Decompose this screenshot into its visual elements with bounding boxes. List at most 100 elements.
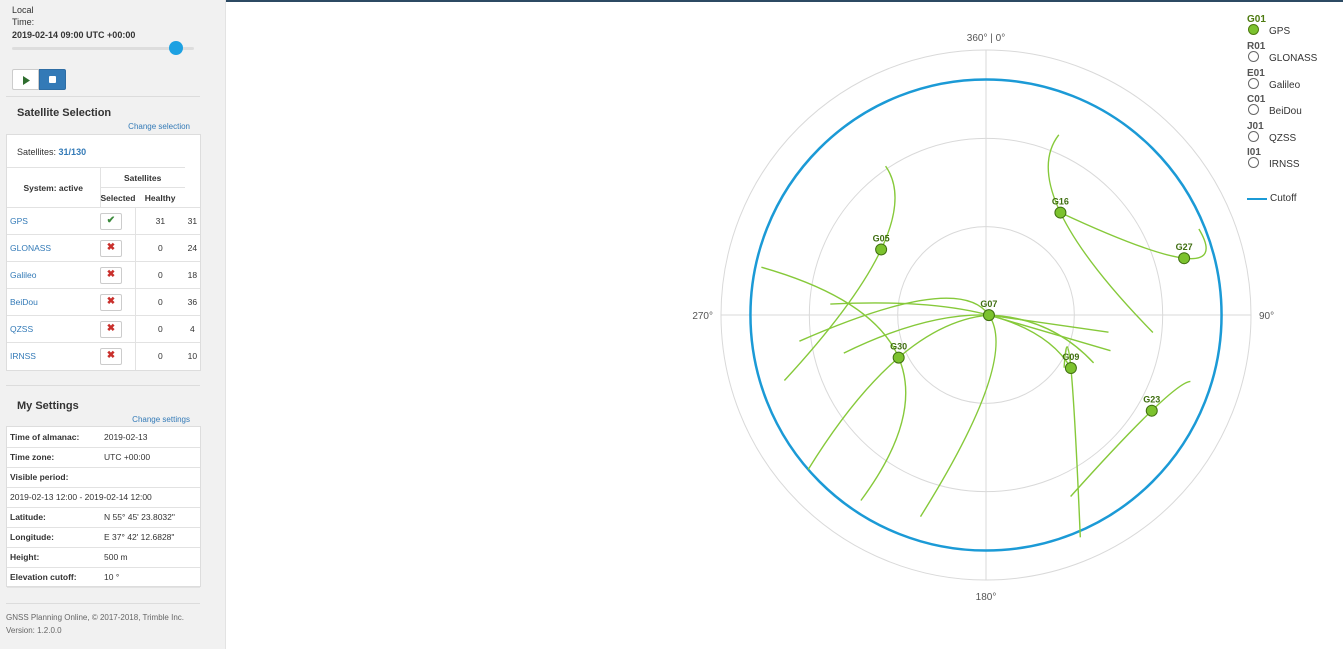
divider — [6, 96, 200, 97]
legend-tag: G01 — [1247, 14, 1266, 25]
system-toggle-beidou[interactable]: ✖ — [100, 293, 122, 311]
legend-item-galileo[interactable]: E01 Galileo — [1247, 69, 1343, 95]
play-button[interactable] — [12, 69, 39, 90]
satellites-count: Satellites: 31/130 — [17, 147, 86, 157]
footer: GNSS Planning Online, © 2017-2018, Trimb… — [6, 611, 184, 637]
table-row: Time of almanac: 2019-02-13 — [7, 427, 200, 448]
legend-item-glonass[interactable]: R01 GLONASS — [1247, 42, 1343, 68]
system-toggle-glonass[interactable]: ✖ — [100, 239, 122, 257]
system-name-beidou[interactable]: BeiDou — [7, 288, 100, 316]
playback-controls — [12, 69, 66, 90]
system-toggle-gps[interactable]: ✔ — [100, 212, 122, 230]
satellite-markers: G05 G16 G27 G07 G09 G23 G30 — [873, 197, 1193, 417]
time-slider-track[interactable] — [12, 47, 194, 50]
table-row: QZSS ✖ 0 4 — [7, 315, 200, 343]
healthy-count: 31 — [184, 207, 200, 235]
setting-value — [101, 467, 200, 488]
healthy-count: 18 — [184, 261, 200, 289]
table-row: Latitude: N 55° 45' 23.8032" — [7, 507, 200, 528]
table-row: Longitude: E 37° 42' 12.6828" — [7, 527, 200, 548]
setting-value: 2019-02-13 — [101, 427, 200, 448]
satellites-count-value[interactable]: 31/130 — [58, 147, 87, 157]
azimuth-labels: 360° | 0° 180° 90° 270° — [692, 33, 1274, 603]
setting-value: UTC +00:00 — [101, 447, 200, 468]
satellite-marker[interactable] — [982, 309, 995, 322]
setting-key: Height: — [7, 547, 101, 568]
footer-copyright: GNSS Planning Online, © 2017-2018, Trimb… — [6, 613, 184, 622]
satellite-marker[interactable] — [892, 351, 905, 364]
setting-value: E 37° 42' 12.6828" — [101, 527, 200, 548]
system-toggle-cell: ✖ — [100, 288, 136, 316]
satellite-selection-panel: Satellites: 31/130 System: active Satell… — [6, 134, 201, 371]
satellite-marker[interactable] — [1145, 404, 1158, 417]
system-name-gps[interactable]: GPS — [7, 207, 100, 235]
check-icon: ✔ — [106, 214, 116, 226]
change-settings-link[interactable]: Change settings — [132, 415, 190, 424]
healthy-count: 10 — [184, 342, 200, 370]
legend-label: GLONASS — [1269, 53, 1318, 64]
setting-key: Time zone: — [7, 447, 101, 468]
cutoff-circle — [749, 78, 1223, 552]
selected-count: 0 — [134, 315, 185, 343]
setting-value: 10 ° — [101, 567, 200, 588]
change-selection-link[interactable]: Change selection — [128, 122, 190, 131]
satellite-dot-icon — [1248, 104, 1259, 115]
cross-icon: ✖ — [106, 268, 116, 280]
satellite-dot-icon — [1248, 51, 1259, 62]
selected-count: 0 — [134, 261, 185, 289]
system-name-qzss[interactable]: QZSS — [7, 315, 100, 343]
satellite-marker[interactable] — [1064, 362, 1077, 375]
table-row: Galileo ✖ 0 18 — [7, 261, 200, 289]
satellite-selection-title: Satellite Selection — [17, 107, 112, 119]
satellite-label: G30 — [890, 342, 907, 352]
satellite-marker[interactable] — [1178, 252, 1191, 265]
healthy-count: 24 — [184, 234, 200, 262]
system-toggle-galileo[interactable]: ✖ — [100, 266, 122, 284]
system-name-irnss[interactable]: IRNSS — [7, 342, 100, 370]
satellite-track — [761, 266, 907, 501]
time-label-line1: Local — [12, 5, 34, 15]
legend-tag: E01 — [1247, 68, 1265, 79]
satellite-marker[interactable] — [1054, 206, 1067, 219]
divider — [6, 385, 200, 386]
legend-item-qzss[interactable]: J01 QZSS — [1247, 122, 1343, 148]
divider — [6, 603, 200, 604]
satellite-system-table: System: active Satellites Selected Healt… — [7, 167, 200, 370]
legend-item-irnss[interactable]: I01 IRNSS — [1247, 148, 1343, 174]
setting-key: Visible period: — [7, 467, 101, 488]
healthy-count: 36 — [184, 288, 200, 316]
legend-tag: J01 — [1247, 121, 1264, 132]
legend-item-gps[interactable]: G01 GPS — [1247, 15, 1343, 41]
system-toggle-cell: ✖ — [100, 342, 136, 370]
satellite-label: G09 — [1062, 352, 1079, 362]
satellite-label: G23 — [1143, 395, 1160, 405]
system-name-glonass[interactable]: GLONASS — [7, 234, 100, 262]
time-slider-handle[interactable] — [168, 41, 183, 55]
satellite-track — [830, 302, 1072, 369]
healthy-count: 4 — [184, 315, 200, 343]
azimuth-label-north: 360° | 0° — [967, 33, 1005, 44]
cross-icon: ✖ — [106, 241, 116, 253]
skyplot[interactable]: G05 G16 G27 G07 G09 G23 G30 360° | 0° 180° 90° 27… — [226, 0, 1343, 649]
satellite-dot-icon — [1248, 131, 1259, 142]
legend-item-beidou[interactable]: C01 BeiDou — [1247, 95, 1343, 121]
system-toggle-qzss[interactable]: ✖ — [100, 320, 122, 338]
cross-icon: ✖ — [106, 349, 116, 361]
top-border — [0, 0, 1343, 2]
satellite-marker[interactable] — [875, 243, 888, 256]
stop-button[interactable] — [39, 69, 66, 90]
system-toggle-irnss[interactable]: ✖ — [100, 347, 122, 365]
satellite-label: G27 — [1176, 242, 1193, 252]
legend-tag: I01 — [1247, 147, 1261, 158]
satellite-dot-icon — [1248, 78, 1259, 89]
my-settings-panel: Time of almanac: 2019-02-13 Time zone: UTC… — [6, 426, 201, 588]
legend-label: Cutoff — [1270, 193, 1297, 204]
legend-label: QZSS — [1269, 133, 1297, 144]
system-toggle-cell: ✖ — [100, 261, 136, 289]
col-system-header: System: active — [7, 167, 100, 208]
col-satellites-header: Satellites — [99, 167, 185, 188]
system-name-galileo[interactable]: Galileo — [7, 261, 100, 289]
satellite-label: G05 — [873, 233, 890, 243]
legend-item-cutoff[interactable]: Cutoff — [1247, 193, 1343, 205]
satellite-dot-icon — [1248, 157, 1259, 168]
